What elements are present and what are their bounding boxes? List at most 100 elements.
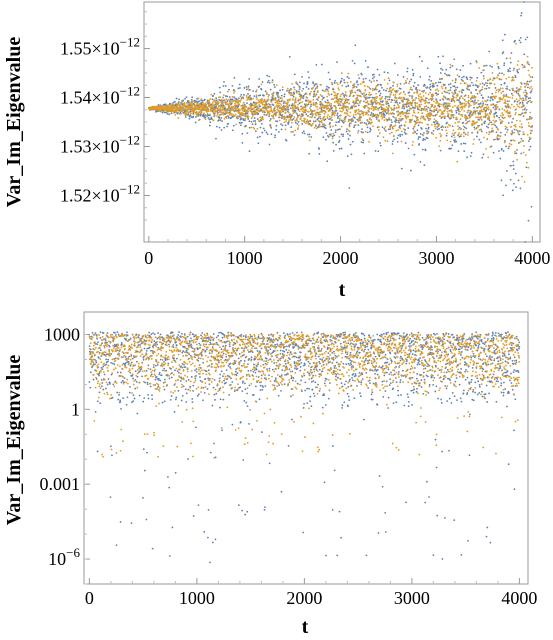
top-point-series-1 bbox=[525, 83, 528, 86]
top-point-series-1 bbox=[349, 111, 352, 114]
top-point-series-1 bbox=[504, 102, 507, 105]
bottom-point-series-0 bbox=[177, 334, 180, 336]
top-point-series-1 bbox=[308, 93, 311, 96]
top-point-series-0 bbox=[498, 116, 501, 119]
top-point-series-0 bbox=[298, 90, 300, 93]
top-point-series-0 bbox=[511, 189, 514, 192]
bottom-point-series-0 bbox=[142, 448, 145, 451]
top-point-series-1 bbox=[492, 76, 495, 79]
top-point-series-0 bbox=[436, 84, 439, 87]
top-point-series-0 bbox=[324, 138, 327, 141]
bottom-point-series-0 bbox=[198, 342, 201, 345]
top-point-series-1 bbox=[391, 152, 394, 155]
top-point-series-1 bbox=[250, 126, 253, 129]
top-point-series-0 bbox=[463, 98, 466, 101]
top-point-series-0 bbox=[421, 60, 423, 63]
bottom-point-series-0 bbox=[199, 376, 201, 378]
bottom-point-series-0 bbox=[129, 364, 132, 367]
top-point-series-1 bbox=[386, 119, 388, 122]
top-point-series-1 bbox=[497, 74, 499, 77]
top-point-series-1 bbox=[289, 98, 291, 101]
top-point-series-1 bbox=[318, 107, 321, 109]
top-point-series-1 bbox=[419, 121, 422, 124]
top-point-series-1 bbox=[255, 94, 258, 97]
top-point-series-0 bbox=[269, 124, 272, 126]
top-point-series-0 bbox=[263, 111, 266, 114]
bottom-point-series-0 bbox=[208, 364, 211, 367]
top-point-series-0 bbox=[527, 86, 529, 89]
top-point-series-1 bbox=[377, 114, 379, 117]
top-point-series-0 bbox=[310, 103, 313, 106]
top-point-series-1 bbox=[383, 79, 386, 81]
bottom-point-series-0 bbox=[215, 341, 218, 344]
bottom-point-series-0 bbox=[290, 339, 293, 342]
top-point-series-0 bbox=[439, 149, 442, 152]
top-point-series-0 bbox=[393, 104, 396, 107]
bottom-point-series-0 bbox=[194, 426, 197, 429]
top-point-series-1 bbox=[444, 91, 447, 94]
top-point-series-1 bbox=[457, 133, 460, 136]
top-point-series-0 bbox=[430, 80, 433, 82]
top-point-series-1 bbox=[488, 116, 491, 119]
top-point-series-1 bbox=[406, 77, 409, 80]
top-point-series-1 bbox=[408, 82, 410, 85]
top-point-series-1 bbox=[492, 119, 495, 122]
top-point-series-1 bbox=[486, 138, 488, 141]
top-point-series-0 bbox=[377, 150, 380, 153]
top-point-series-0 bbox=[379, 144, 382, 147]
top-point-series-1 bbox=[369, 117, 371, 120]
top-point-series-1 bbox=[181, 109, 184, 112]
top-point-series-0 bbox=[338, 139, 341, 142]
bottom-point-series-0 bbox=[246, 405, 249, 408]
bottom-point-series-0 bbox=[214, 398, 216, 401]
top-point-series-1 bbox=[203, 117, 206, 119]
bottom-point-series-0 bbox=[197, 504, 200, 506]
top-point-series-1 bbox=[496, 76, 498, 79]
top-point-series-1 bbox=[269, 125, 272, 128]
top-point-series-1 bbox=[452, 129, 455, 132]
top-point-series-0 bbox=[326, 88, 329, 91]
top-point-series-0 bbox=[337, 115, 340, 118]
top-point-series-0 bbox=[467, 120, 469, 123]
top-point-series-0 bbox=[327, 107, 329, 109]
bottom-point-series-0 bbox=[154, 378, 157, 381]
top-point-series-0 bbox=[166, 112, 169, 115]
top-point-series-1 bbox=[357, 119, 360, 122]
bottom-point-series-0 bbox=[242, 380, 244, 383]
top-point-series-1 bbox=[248, 103, 251, 106]
bottom-point-series-0 bbox=[196, 394, 199, 397]
top-point-series-0 bbox=[424, 149, 427, 152]
bottom-point-series-0 bbox=[257, 363, 259, 366]
top-point-series-1 bbox=[174, 114, 177, 116]
top-point-series-1 bbox=[422, 91, 425, 93]
top-point-series-0 bbox=[318, 148, 321, 150]
top-point-series-1 bbox=[424, 118, 427, 121]
top-point-series-1 bbox=[293, 88, 296, 91]
top-point-series-0 bbox=[482, 75, 485, 77]
top-point-series-0 bbox=[435, 92, 438, 95]
top-point-series-0 bbox=[513, 67, 515, 70]
top-point-series-0 bbox=[390, 123, 393, 126]
bottom-point-series-0 bbox=[211, 404, 214, 407]
top-point-series-0 bbox=[330, 129, 333, 131]
top-point-series-0 bbox=[428, 87, 431, 89]
top-point-series-1 bbox=[261, 117, 264, 119]
top-point-series-1 bbox=[337, 92, 340, 95]
top-point-series-1 bbox=[514, 125, 517, 128]
bottom-point-series-0 bbox=[108, 345, 111, 348]
top-point-series-0 bbox=[388, 90, 390, 93]
top-point-series-1 bbox=[257, 99, 260, 102]
top-point-series-1 bbox=[333, 101, 336, 104]
top-point-series-1 bbox=[344, 93, 347, 96]
top-point-series-0 bbox=[372, 113, 375, 115]
top-point-series-0 bbox=[240, 117, 243, 120]
bottom-point-series-0 bbox=[276, 339, 279, 341]
top-point-series-1 bbox=[317, 96, 320, 98]
bottom-point-series-0 bbox=[211, 541, 214, 544]
bottom-point-series-0 bbox=[129, 386, 131, 388]
top-point-series-1 bbox=[495, 89, 498, 92]
top-point-series-0 bbox=[228, 96, 231, 98]
top-point-series-0 bbox=[170, 112, 173, 115]
top-point-series-1 bbox=[205, 103, 208, 106]
